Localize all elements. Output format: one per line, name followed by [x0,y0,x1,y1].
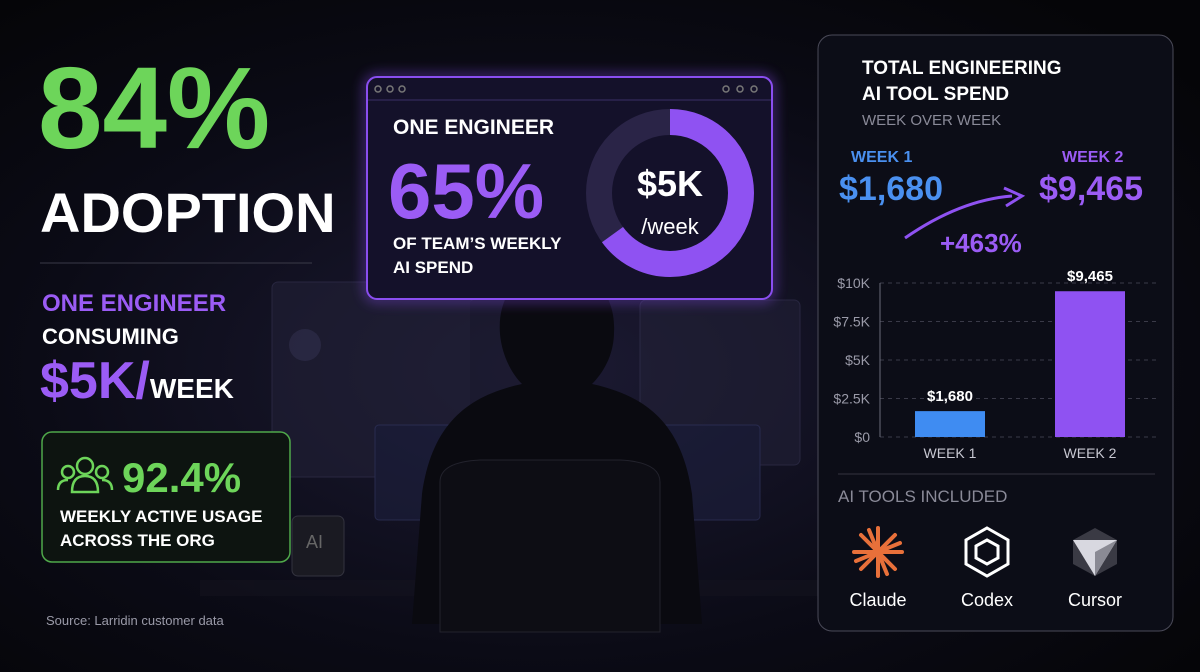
donut-center: $5K [637,163,703,204]
panel-title: TOTAL ENGINEERING [862,58,1062,79]
arrow-head [1003,186,1026,208]
card-caption: OF TEAM’S WEEKLY [393,234,562,253]
codex-icon [964,526,1010,578]
value-label: $1,680 [927,388,973,405]
card-share: 65% [388,147,544,235]
card-heading: ONE ENGINEER [393,116,554,139]
spend-panel [817,34,1174,632]
engineer-line1: ONE ENGINEER [42,290,226,317]
week-amount: $9,465 [1039,170,1143,208]
headline-label: ADOPTION [40,181,336,244]
bar-chart: $0 $2.5K $5K $7.5K $10K WEEK 1 $1,680 WEEK 2 $9,… [833,268,1160,461]
window-dots [374,85,758,93]
headline-value: 84% [38,43,270,173]
cursor-icon [1073,528,1117,576]
usage-box [41,431,291,563]
bar [1055,291,1125,437]
mug [291,515,345,577]
y-tick-label: $0 [854,429,870,445]
week-amount: $1,680 [839,170,943,208]
card-caption: AI SPEND [393,258,473,277]
value-label: $9,465 [1067,268,1113,285]
y-tick-label: $2.5K [833,391,870,407]
usage-line: WEEKLY ACTIVE USAGE [60,507,262,526]
source: Source: Larridin customer data [46,613,225,628]
mug-icon: AI [306,532,323,552]
week-label: WEEK 2 [1062,149,1123,166]
y-tick-label: $7.5K [833,314,870,330]
tool-name: Cursor [1068,590,1122,610]
donut-unit: /week [641,214,699,239]
amount: $5K/ [40,352,150,410]
bar [915,411,985,437]
y-tick-label: $5K [845,352,871,368]
avatar [289,329,321,361]
change: +463% [940,228,1022,258]
tool-name: Codex [961,590,1013,610]
x-tick-label: WEEK 2 [1064,445,1117,461]
unit: WEEK [150,373,234,404]
usage-value: 92.4% [122,454,241,501]
donut-arc [586,109,754,277]
tools-heading: AI TOOLS INCLUDED [838,487,1007,506]
week-label: WEEK 1 [851,149,912,166]
chair [439,459,661,633]
panel-subtitle: WEEK OVER WEEK [862,112,1001,129]
panel-title: AI TOOL SPEND [862,84,1009,105]
y-tick-label: $10K [837,275,870,291]
tool-name: Claude [849,590,906,610]
engineer-line2: CONSUMING [42,324,179,349]
trend-arrow [904,194,1013,240]
claude-icon [852,526,904,578]
usage-line: ACROSS THE ORG [60,531,215,550]
x-tick-label: WEEK 1 [924,445,977,461]
engineer-amount: $5K/WEEK [40,352,234,410]
people-icon [56,456,114,494]
